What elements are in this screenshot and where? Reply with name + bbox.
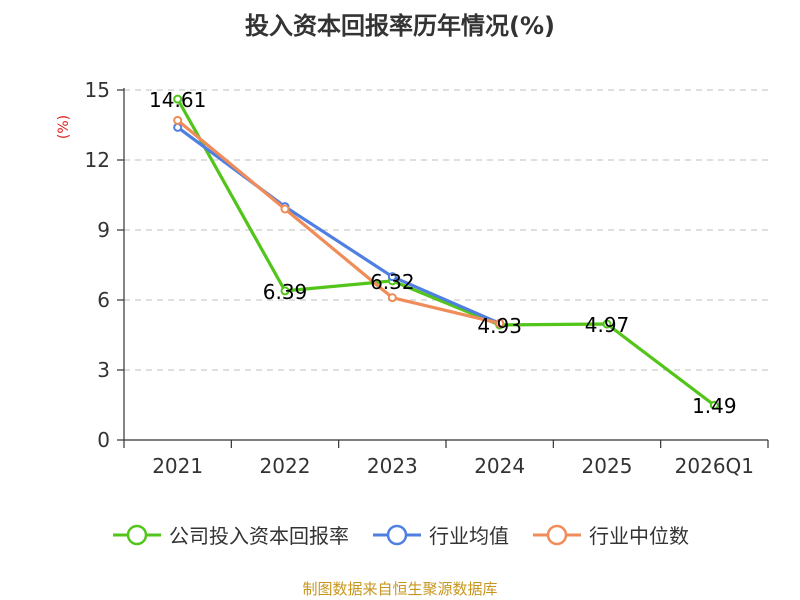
point-median[interactable] <box>495 318 505 328</box>
data-label-company: 14.61 <box>149 88 206 112</box>
data-label-company: 4.97 <box>585 313 630 337</box>
point-median[interactable] <box>387 293 397 303</box>
grid-lines <box>124 89 768 371</box>
point-company[interactable] <box>709 400 719 410</box>
point-company[interactable] <box>280 286 290 296</box>
legend-marker-company <box>113 524 161 545</box>
series-line-avg <box>176 126 501 325</box>
point-avg[interactable] <box>387 272 397 282</box>
legend-label-median: 行业中位数 <box>589 524 689 548</box>
data-labels: 14.61 6.39 6.32 4.93 4.97 1.49 <box>149 88 737 418</box>
y-tick-label: 0 <box>97 428 110 452</box>
x-tick-label: 2025 <box>582 454 633 478</box>
y-tick-label: 3 <box>97 358 110 382</box>
legend-item-avg[interactable]: 行业均值 <box>371 520 509 549</box>
x-tick-label: 2022 <box>260 454 311 478</box>
source-note: 制图数据来自恒生聚源数据库 <box>302 580 498 598</box>
legend-label-avg: 行业均值 <box>429 524 509 548</box>
point-median[interactable] <box>280 204 290 214</box>
point-company[interactable] <box>602 319 612 329</box>
point-company[interactable] <box>173 94 183 104</box>
data-label-company: 4.93 <box>477 314 522 338</box>
series-line-company <box>176 98 716 407</box>
data-label-company: 1.49 <box>692 394 737 418</box>
x-tick-label: 2023 <box>367 454 418 478</box>
y-tick-label: 9 <box>97 218 110 242</box>
series-line-median <box>176 119 501 325</box>
y-tick-label: 6 <box>97 288 110 312</box>
data-label-company: 6.39 <box>263 280 308 304</box>
chart-area: 0 3 6 9 12 15 2021 2022 2023 2024 2025 2026Q1 (%) 1… <box>56 78 769 478</box>
data-label-company: 6.32 <box>370 270 415 294</box>
y-tick-label: 12 <box>85 148 110 172</box>
legend-label-company: 公司投入资本回报率 <box>169 524 349 548</box>
y-tick-label: 15 <box>85 78 110 102</box>
x-tick-label: 2021 <box>152 454 203 478</box>
axes: 0 3 6 9 12 15 2021 2022 2023 2024 2025 2026Q1 <box>85 78 769 478</box>
point-avg[interactable] <box>173 122 183 132</box>
legend: 公司投入资本回报率 行业均值 行业中位数 <box>0 520 800 549</box>
y-unit-label: (%) <box>56 115 72 139</box>
x-tick-label: 2024 <box>474 454 525 478</box>
legend-marker-avg <box>373 524 421 545</box>
series-layer <box>173 94 719 410</box>
legend-marker-median <box>533 524 581 545</box>
legend-item-company[interactable]: 公司投入资本回报率 <box>111 520 349 549</box>
legend-item-median[interactable]: 行业中位数 <box>531 520 689 549</box>
point-median[interactable] <box>173 115 183 125</box>
x-tick-label: 2026Q1 <box>675 454 754 478</box>
chart-title: 投入资本回报率历年情况(%) <box>245 12 555 40</box>
